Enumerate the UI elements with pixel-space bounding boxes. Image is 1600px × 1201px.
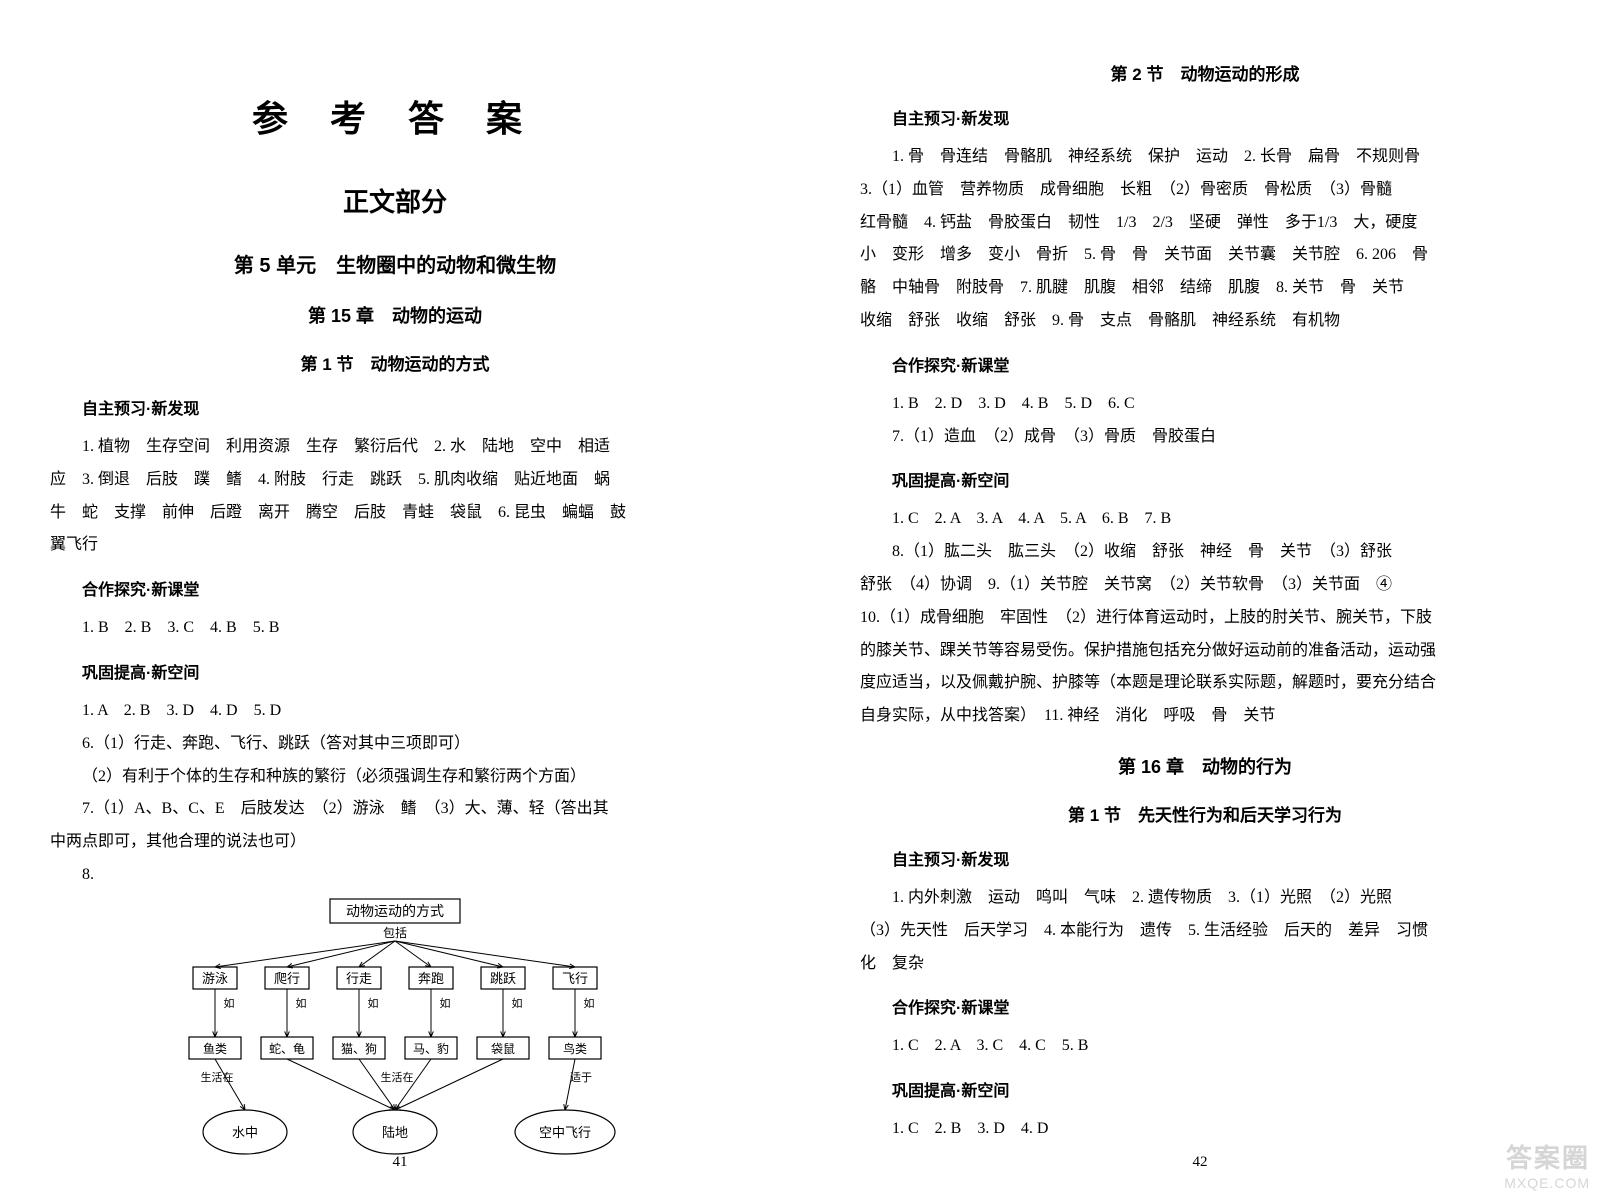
svg-text:飞行: 飞行 [562, 971, 588, 986]
flowchart-diagram: 动物运动的方式包括游泳 爬行 行走 奔跑 跳跃 飞行鱼类 如蛇、龟 如猫、狗 如马、豹 如袋鼠 如鸟… [155, 897, 635, 1177]
sub-heading-cooperate: 合作探究·新课堂 [860, 994, 1550, 1018]
body-text: 1. C 2. B 3. D 4. D [860, 1113, 1550, 1146]
svg-text:游泳: 游泳 [202, 971, 228, 986]
body-text: 舒张 （4）协调 9.（1）关节腔 关节窝 （2）关节软骨 （3）关节面 ④ [860, 569, 1550, 602]
body-text: 3.（1）血管 营养物质 成骨细胞 长粗 （2）骨密质 骨松质 （3）骨髓 [860, 174, 1550, 207]
body-text: 10.（1）成骨细胞 牢固性 （2）进行体育运动时，上肢的肘关节、腕关节，下肢 [860, 602, 1550, 635]
body-text: 6.（1）行走、奔跑、飞行、跳跃（答对其中三项即可） [50, 728, 740, 761]
section-title: 正文部分 [50, 182, 740, 219]
page-number: 41 [0, 1154, 800, 1171]
sub-heading-cooperate: 合作探究·新课堂 [50, 576, 740, 600]
body-text: 中两点即可，其他合理的说法也可） [50, 826, 740, 859]
body-text: 8.（1）肱二头 肱三头 （2）收缩 舒张 神经 骨 关节 （3）舒张 [860, 536, 1550, 569]
sub-heading-preview: 自主预习·新发现 [50, 395, 740, 419]
body-text: 收缩 舒张 收缩 舒张 9. 骨 支点 骨骼肌 神经系统 有机物 [860, 305, 1550, 338]
body-text: 小 变形 增多 变小 骨折 5. 骨 骨 关节面 关节囊 关节腔 6. 206 … [860, 239, 1550, 272]
body-text: 1. C 2. A 3. C 4. C 5. B [860, 1030, 1550, 1063]
chapter16-title: 第 16 章 动物的行为 [860, 753, 1550, 779]
svg-text:包括: 包括 [383, 925, 407, 940]
body-text: 1. B 2. B 3. C 4. B 5. B [50, 612, 740, 645]
body-text: 8. [50, 859, 740, 892]
svg-text:适于: 适于 [570, 1071, 592, 1084]
body-text: （2）有利于个体的生存和种族的繁衍（必须强调生存和繁衍两个方面） [50, 761, 740, 794]
body-text: 7.（1）造血 （2）成骨 （3）骨质 骨胶蛋白 [860, 421, 1550, 454]
svg-text:爬行: 爬行 [274, 971, 300, 986]
body-text: 1. B 2. D 3. D 4. B 5. D 6. C [860, 388, 1550, 421]
node-title: 第 1 节 动物运动的方式 [50, 350, 740, 375]
svg-text:如: 如 [224, 996, 235, 1010]
svg-text:动物运动的方式: 动物运动的方式 [346, 904, 444, 920]
body-text: （3）先天性 后天学习 4. 本能行为 遗传 5. 生活经验 后天的 差异 习惯 [860, 915, 1550, 948]
svg-text:如: 如 [296, 996, 307, 1010]
body-text: 1. A 2. B 3. D 4. D 5. D [50, 695, 740, 728]
svg-text:袋鼠: 袋鼠 [491, 1042, 515, 1056]
watermark-top: 答案圈 [1504, 1138, 1590, 1175]
svg-text:空中飞行: 空中飞行 [539, 1125, 591, 1140]
body-text: 度应适当，以及佩戴护腕、护膝等（本题是理论联系实际题，解题时，要充分结合 [860, 667, 1550, 700]
svg-text:陆地: 陆地 [382, 1125, 408, 1140]
body-text: 1. C 2. A 3. A 4. A 5. A 6. B 7. B [860, 503, 1550, 536]
body-text: 应 3. 倒退 后肢 蹼 鳍 4. 附肢 行走 跳跃 5. 肌肉收缩 贴近地面 … [50, 464, 740, 497]
main-title: 参 考 答 案 [50, 90, 740, 142]
sub-heading-consolidate: 巩固提高·新空间 [860, 467, 1550, 491]
body-text: 骼 中轴骨 附肢骨 7. 肌腱 肌腹 相邻 结缔 肌腹 8. 关节 骨 关节 [860, 272, 1550, 305]
left-page: 参 考 答 案 正文部分 第 5 单元 生物圈中的动物和微生物 第 15 章 动… [0, 0, 800, 1201]
svg-text:鱼类: 鱼类 [203, 1042, 227, 1056]
sub-heading-consolidate: 巩固提高·新空间 [50, 659, 740, 683]
svg-text:行走: 行走 [346, 971, 372, 986]
body-text: 1. 植物 生存空间 利用资源 生存 繁衍后代 2. 水 陆地 空中 相适 [50, 431, 740, 464]
unit-title: 第 5 单元 生物圈中的动物和微生物 [50, 249, 740, 278]
body-text: 红骨髓 4. 钙盐 骨胶蛋白 韧性 1/3 2/3 坚硬 弹性 多于1/3 大，… [860, 207, 1550, 240]
sub-heading-preview: 自主预习·新发现 [860, 105, 1550, 129]
body-text: 牛 蛇 支撑 前伸 后蹬 离开 腾空 后肢 青蛙 袋鼠 6. 昆虫 蝙蝠 鼓 [50, 497, 740, 530]
diagram-container: 动物运动的方式包括游泳 爬行 行走 奔跑 跳跃 飞行鱼类 如蛇、龟 如猫、狗 如马、豹 如袋鼠 如鸟… [50, 897, 740, 1177]
page-number: 42 [800, 1154, 1600, 1171]
svg-text:如: 如 [584, 996, 595, 1010]
sub-heading-preview: 自主预习·新发现 [860, 846, 1550, 870]
svg-text:跳跃: 跳跃 [490, 971, 516, 986]
body-text: 翼飞行 [50, 529, 740, 562]
body-text: 化 复杂 [860, 948, 1550, 981]
node-title-2: 第 2 节 动物运动的形成 [860, 60, 1550, 85]
svg-text:鸟类: 鸟类 [563, 1041, 587, 1056]
svg-text:奔跑: 奔跑 [418, 971, 444, 986]
svg-text:水中: 水中 [232, 1125, 258, 1140]
watermark: 答案圈 MXQE.COM [1504, 1138, 1590, 1191]
svg-text:如: 如 [440, 996, 451, 1010]
body-text: 的膝关节、踝关节等容易受伤。保护措施包括充分做好运动前的准备活动，运动强 [860, 635, 1550, 668]
sub-heading-cooperate: 合作探究·新课堂 [860, 352, 1550, 376]
svg-text:马、豹: 马、豹 [413, 1041, 449, 1056]
svg-text:生活在: 生活在 [201, 1070, 234, 1084]
body-text: 7.（1）A、B、C、E 后肢发达 （2）游泳 鳍 （3）大、薄、轻（答出其 [50, 793, 740, 826]
body-text: 自身实际，从中找答案） 11. 神经 消化 呼吸 骨 关节 [860, 700, 1550, 733]
svg-text:如: 如 [512, 996, 523, 1010]
sub-heading-consolidate: 巩固提高·新空间 [860, 1077, 1550, 1101]
watermark-bottom: MXQE.COM [1504, 1175, 1590, 1191]
right-page: 第 2 节 动物运动的形成 自主预习·新发现 1. 骨 骨连结 骨骼肌 神经系统… [800, 0, 1600, 1201]
svg-text:生活在: 生活在 [381, 1070, 414, 1084]
svg-text:如: 如 [368, 996, 379, 1010]
svg-text:蛇、龟: 蛇、龟 [269, 1041, 305, 1056]
body-text: 1. 骨 骨连结 骨骼肌 神经系统 保护 运动 2. 长骨 扁骨 不规则骨 [860, 141, 1550, 174]
chapter-title: 第 15 章 动物的运动 [50, 302, 740, 328]
node16-1-title: 第 1 节 先天性行为和后天学习行为 [860, 801, 1550, 826]
svg-text:猫、狗: 猫、狗 [341, 1042, 377, 1056]
body-text: 1. 内外刺激 运动 鸣叫 气味 2. 遗传物质 3.（1）光照 （2）光照 [860, 882, 1550, 915]
